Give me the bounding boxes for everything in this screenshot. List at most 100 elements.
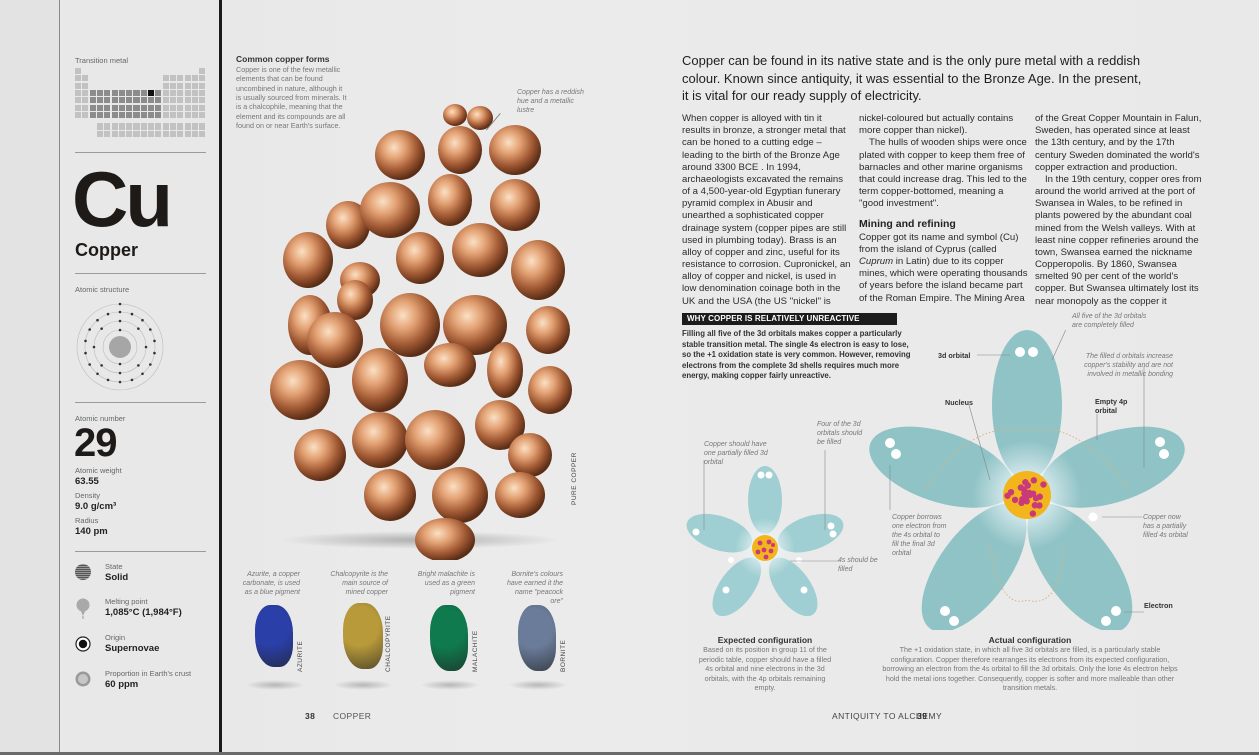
periodic-cell	[162, 104, 169, 111]
periodic-cell	[177, 82, 184, 89]
periodic-cell	[169, 89, 177, 97]
text-span: Copper got its name and symbol (Cu) from…	[859, 231, 1019, 255]
periodic-cell	[162, 75, 169, 82]
periodic-cell	[199, 123, 206, 130]
periodic-cell	[104, 104, 111, 111]
origin-label: Origin	[105, 633, 126, 642]
divider	[75, 152, 206, 153]
expected-config-title: Expected configuration	[717, 635, 813, 645]
melting-point-value: 1,085°C (1,984°F)	[105, 607, 182, 618]
mineral-caption: Bright malachite is used as a green pigm…	[417, 571, 475, 597]
periodic-cell	[133, 130, 140, 137]
periodic-cell	[126, 123, 133, 130]
column-1: When copper is alloyed with tin it resul…	[682, 113, 852, 308]
periodic-cell	[155, 97, 162, 104]
periodic-cell	[184, 123, 191, 130]
page-bottom-edge	[0, 752, 1259, 755]
periodic-cell	[199, 89, 206, 97]
periodic-cell	[162, 111, 169, 118]
actual-config-caption: Actual configuration The +1 oxidation st…	[880, 635, 1180, 693]
common-forms-text: Copper is one of the few metallic elemen…	[236, 65, 347, 131]
text-span: in Latin) due to its copper mines, which…	[859, 256, 1028, 304]
earth-crust-icon	[75, 671, 91, 687]
periodic-cell	[118, 104, 125, 111]
column-3-paragraph-1: of the Great Copper Mountain in Falun, S…	[1035, 113, 1202, 173]
periodic-cell	[177, 89, 184, 97]
periodic-cell	[191, 111, 198, 118]
origin-value: Supernovae	[105, 643, 160, 654]
mineral-caption: Bornite's colours have earned it the nam…	[506, 571, 563, 606]
periodic-cell	[140, 130, 147, 137]
divider	[75, 551, 206, 552]
annotation-partial-3d: Copper should have one partially filled …	[704, 441, 768, 467]
mineral-caption: Azurite, a copper carbonate, is used as …	[242, 571, 300, 597]
periodic-cell	[126, 130, 133, 137]
radius-value: 140 pm	[75, 526, 108, 537]
atomic-structure-icon	[76, 302, 164, 391]
atomic-weight-label: Atomic weight	[75, 466, 122, 475]
solid-state-icon	[75, 564, 91, 580]
mineral-shadow	[508, 680, 568, 690]
periodic-cell	[184, 130, 191, 137]
periodic-cell	[126, 111, 133, 118]
periodic-cell	[184, 104, 191, 111]
element-symbol: Cu	[72, 155, 173, 243]
annotation-partial-4s: Copper now has a partially filled 4s orb…	[1143, 514, 1188, 540]
periodic-cell	[118, 130, 125, 137]
periodic-cell	[126, 89, 133, 97]
column-1-text: When copper is alloyed with tin it resul…	[682, 113, 851, 307]
periodic-cell	[118, 97, 125, 104]
atomic-structure-label: Atomic structure	[75, 285, 130, 294]
periodic-cell	[126, 97, 133, 104]
page-number-right: 39	[917, 711, 928, 721]
periodic-cell	[75, 82, 82, 89]
periodic-cell	[133, 89, 140, 97]
periodic-cell	[177, 130, 184, 137]
periodic-cell	[111, 89, 118, 97]
periodic-cell	[184, 89, 191, 97]
periodic-cell	[75, 111, 82, 118]
element-name: Copper	[75, 240, 138, 260]
sidebar-divider	[219, 0, 222, 752]
periodic-cell	[118, 111, 125, 118]
annotation-empty-4p: Empty 4p orbital	[1095, 397, 1128, 415]
mineral-label: MALACHITE	[472, 630, 479, 672]
periodic-cell	[155, 104, 162, 111]
periodic-cell	[169, 82, 177, 89]
orbital-diagrams	[686, 330, 1185, 630]
column-3: of the Great Copper Mountain in Falun, S…	[1035, 113, 1205, 308]
periodic-cell	[75, 68, 82, 75]
periodic-cell	[162, 82, 169, 89]
running-head-right: ANTIQUITY TO ALCHEMY	[832, 711, 943, 721]
origin-target-icon	[75, 636, 91, 652]
periodic-cell	[82, 104, 89, 111]
periodic-cell	[169, 130, 177, 137]
periodic-cell	[169, 75, 177, 82]
periodic-cell	[111, 123, 118, 130]
periodic-cell	[199, 75, 206, 82]
mineral-caption: Chalcopyrite is the main source of mined…	[330, 571, 388, 597]
periodic-cell	[184, 75, 191, 82]
periodic-cell	[89, 89, 96, 97]
periodic-cell	[140, 111, 147, 118]
column-2-paragraph-3: Copper got its name and symbol (Cu) from…	[859, 232, 1029, 305]
actual-config-diagram	[869, 330, 1185, 630]
periodic-cell	[75, 97, 82, 104]
expected-config-text: Based on its position in group 11 of the…	[698, 645, 832, 692]
periodic-cell	[148, 111, 155, 118]
column-2: nickel-coloured but actually contains mo…	[859, 113, 1029, 305]
periodic-cell	[177, 123, 184, 130]
periodic-cell	[133, 97, 140, 104]
periodic-cell	[140, 104, 147, 111]
actual-config-text: The +1 oxidation state, in which all fiv…	[882, 645, 1178, 692]
periodic-cell	[177, 75, 184, 82]
periodic-cell	[89, 97, 96, 104]
mineral-image-chalcopyrite	[343, 603, 383, 669]
periodic-cell	[184, 111, 191, 118]
periodic-cell	[75, 104, 82, 111]
periodic-cell	[104, 123, 111, 130]
page-number-left: 38	[305, 711, 316, 721]
annotation-4s: 4s should be filled	[838, 557, 878, 574]
expected-config-diagram	[686, 466, 844, 617]
periodic-cell	[191, 123, 198, 130]
